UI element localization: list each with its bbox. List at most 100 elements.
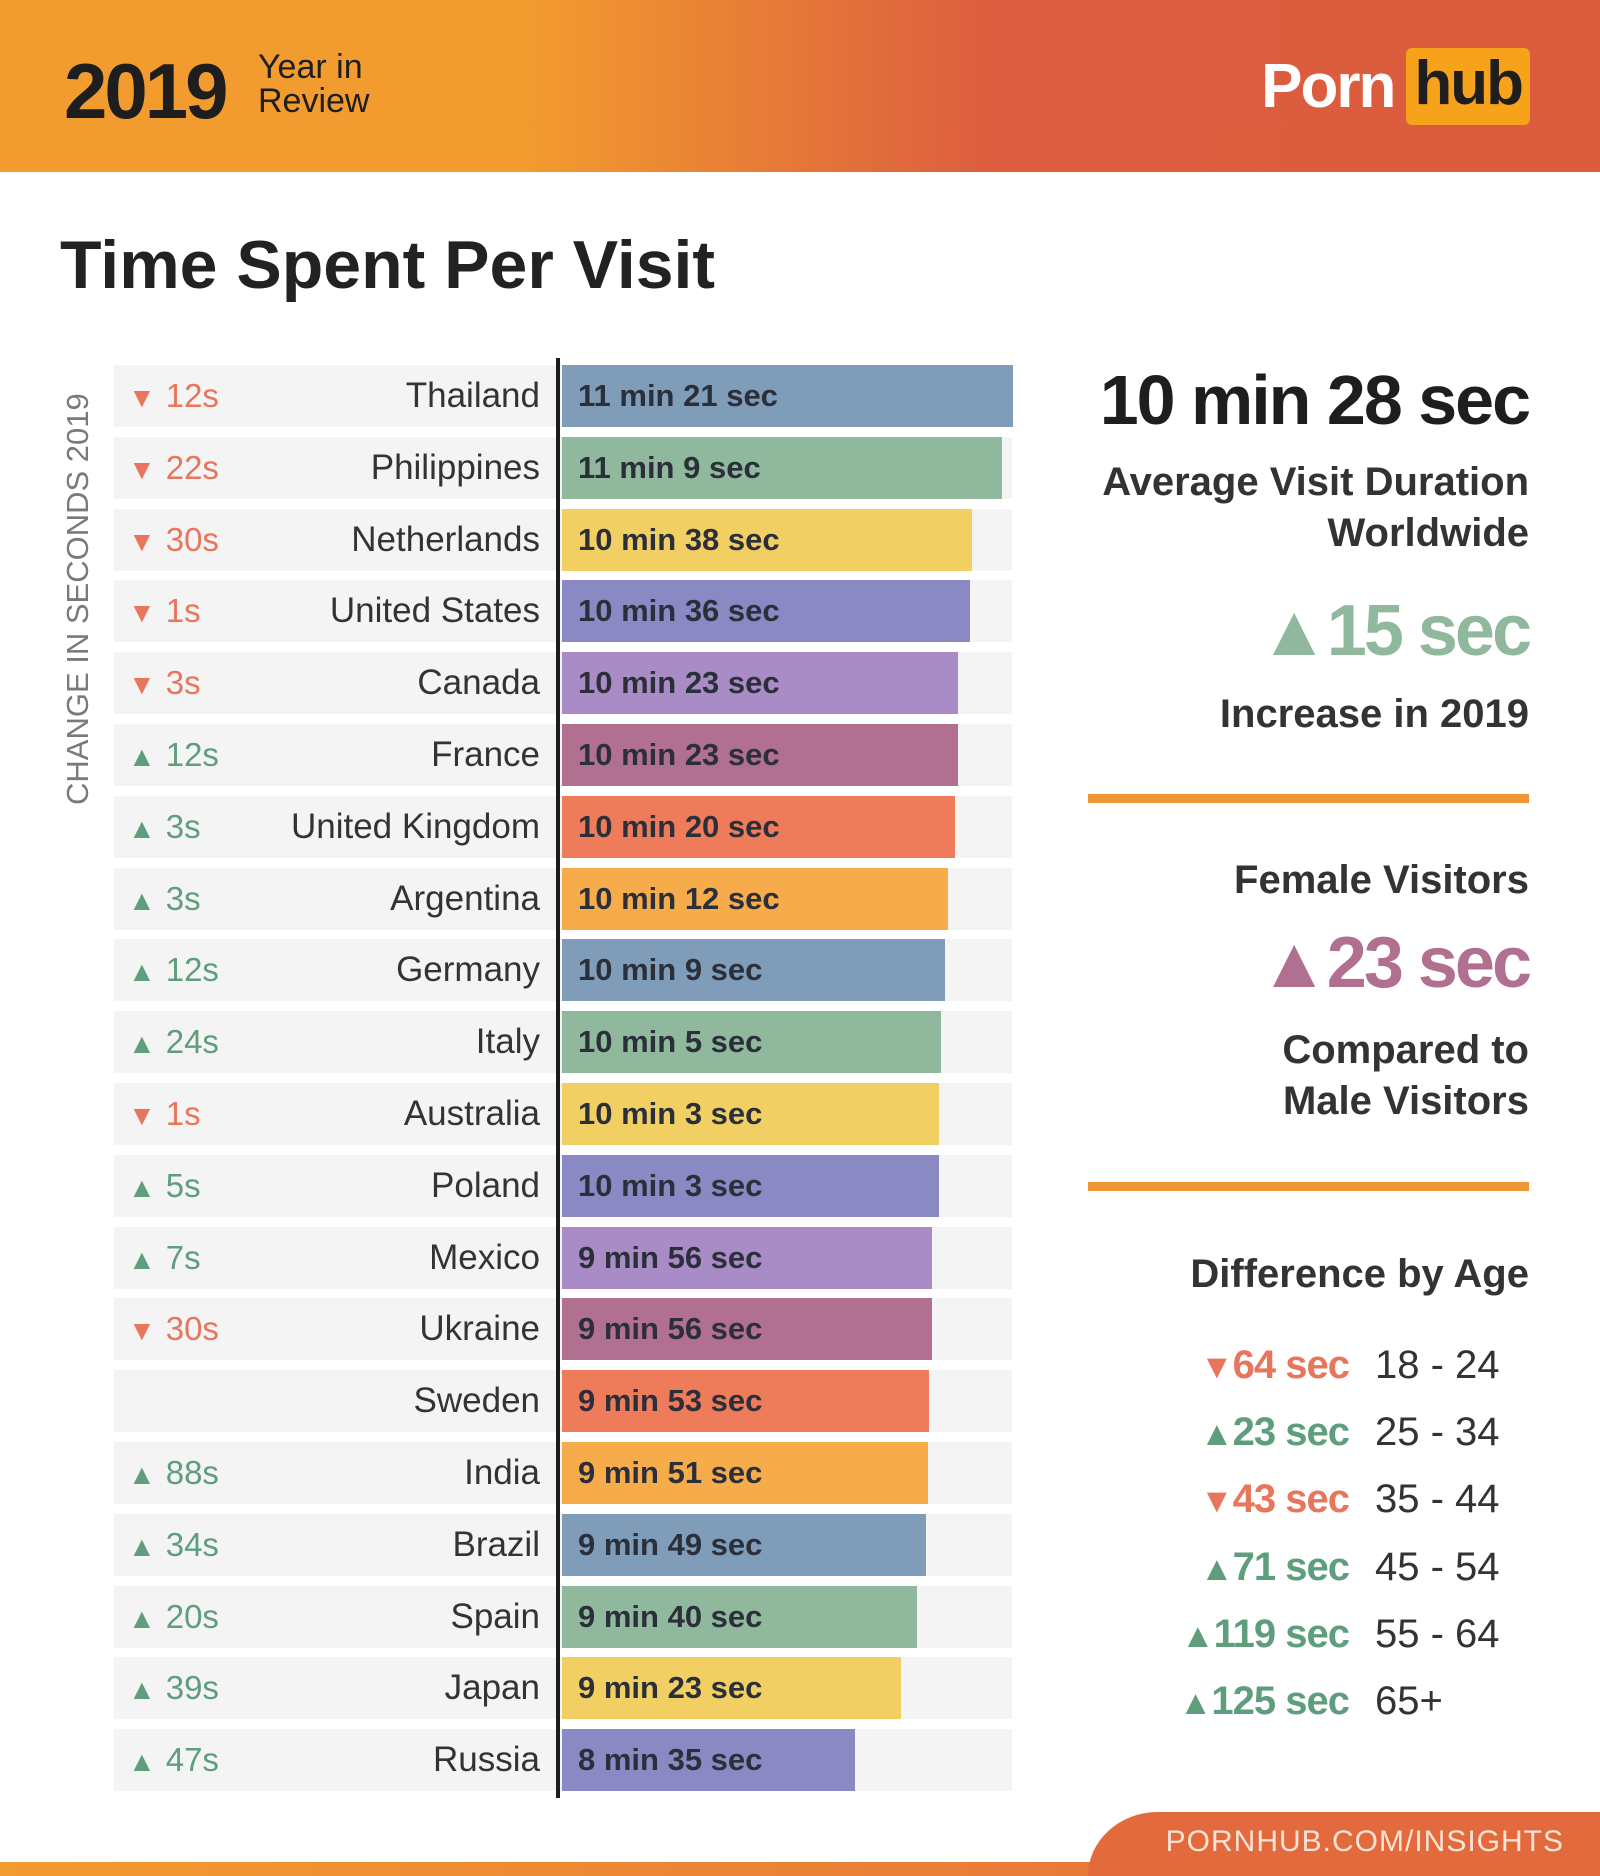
bar [562, 939, 945, 1002]
country-label: Spain [450, 1596, 540, 1636]
bar [562, 1154, 939, 1217]
bar-label: 9 min 40 sec [578, 1598, 763, 1634]
bar-label: 10 min 5 sec [578, 1024, 763, 1060]
subtitle-line2: Review [258, 82, 370, 120]
change-text: 30s [165, 520, 219, 558]
change-text: 1s [165, 1095, 201, 1132]
female-diff-value: 23 sec [1326, 923, 1532, 1003]
divider [1088, 1182, 1529, 1191]
country-label: Thailand [405, 376, 540, 415]
footer-tab [1088, 1812, 1600, 1876]
bar [562, 436, 1002, 499]
age-range: 18 - 24 [1375, 1343, 1500, 1387]
country-label: Netherlands [351, 519, 540, 559]
country-label: France [431, 735, 540, 774]
bar-label: 10 min 38 sec [578, 521, 780, 557]
bar [562, 580, 971, 643]
row-background [114, 1226, 1012, 1289]
up-triangle-icon: ▲ [1258, 923, 1330, 1003]
row-background [114, 1011, 1012, 1074]
age-diff: ▲119 sec [1180, 1612, 1350, 1657]
country-label: Russia [433, 1740, 540, 1780]
bar-label: 9 min 56 sec [578, 1311, 763, 1347]
bar-label: 10 min 23 sec [578, 665, 780, 701]
up-triangle-icon: ▲ [1258, 591, 1330, 671]
increase-label: Increase in 2019 [1219, 692, 1529, 736]
up-triangle-icon: ▲ [1200, 1415, 1234, 1454]
country-label: Canada [417, 663, 540, 703]
bar-label: 10 min 20 sec [578, 808, 780, 844]
country-label: Sweden [413, 1381, 540, 1421]
down-triangle-icon: ▼ [128, 1315, 156, 1347]
logo: Porn hub [1261, 48, 1530, 125]
bar-label: 10 min 3 sec [578, 1096, 763, 1131]
bar [562, 1083, 939, 1145]
bar-label: 10 min 36 sec [578, 593, 780, 629]
up-triangle-icon: ▲ [128, 1171, 156, 1203]
row-background [114, 1442, 1012, 1504]
age-diff-value: 71 sec [1232, 1544, 1350, 1589]
change-text: 39s [165, 1669, 219, 1707]
year-in-review: Year in Review [258, 50, 369, 118]
header-banner: 2019 Year in Review Porn hub [0, 0, 1600, 172]
bar [562, 652, 959, 715]
average-label-line2: Worldwide [1327, 511, 1529, 555]
age-range: 25 - 34 [1375, 1410, 1500, 1455]
bar-label: 9 min 53 sec [578, 1383, 763, 1419]
up-triangle-icon: ▲ [128, 884, 156, 916]
bar-label: 10 min 12 sec [578, 880, 780, 916]
bar-label: 11 min 21 sec [578, 378, 778, 413]
age-diff: ▼43 sec [1200, 1477, 1350, 1522]
row-background [114, 365, 1012, 427]
age-title: Difference by Age [1190, 1252, 1529, 1296]
change-value: ▲ 39s [128, 1657, 219, 1719]
row-background [114, 795, 1012, 858]
bar-label: 9 min 56 sec [578, 1239, 763, 1275]
bar [562, 1298, 933, 1361]
change-value: ▲ 12s [128, 724, 219, 786]
logo-part2: hub [1406, 48, 1530, 125]
increase-value: 15 sec [1326, 591, 1532, 671]
country-label: United States [329, 591, 540, 631]
change-text: 3s [165, 664, 201, 702]
age-range: 45 - 54 [1375, 1544, 1500, 1589]
row-background [114, 867, 1012, 930]
up-triangle-icon: ▲ [128, 1243, 156, 1275]
row-background [114, 436, 1012, 499]
country-label: Poland [431, 1165, 540, 1205]
age-diff: ▲125 sec [1179, 1679, 1350, 1724]
insights-link[interactable]: PORNHUB.COM/INSIGHTS [1165, 1825, 1564, 1858]
up-triangle-icon: ▲ [1180, 1616, 1215, 1655]
change-value: ▲ 88s [128, 1442, 219, 1504]
country-label: Japan [444, 1668, 540, 1708]
down-triangle-icon: ▼ [128, 382, 156, 413]
bar-label: 9 min 51 sec [578, 1455, 763, 1490]
age-range: 55 - 64 [1375, 1611, 1500, 1656]
up-triangle-icon: ▲ [128, 812, 156, 844]
down-triangle-icon: ▼ [128, 525, 156, 557]
country-label: Brazil [452, 1524, 540, 1564]
age-diff: ▲23 sec [1200, 1410, 1350, 1455]
up-triangle-icon: ▲ [128, 1459, 156, 1490]
average-duration: 10 min 28 sec [1099, 361, 1531, 439]
change-value: ▲ 34s [128, 1514, 219, 1576]
row-background [114, 1298, 1012, 1361]
bar [562, 508, 973, 571]
country-label: Australia [403, 1094, 540, 1133]
logo-part1: Porn [1261, 52, 1396, 121]
average-label: Average Visit Duration Worldwide [1102, 457, 1529, 559]
change-value: ▲ 3s [128, 868, 201, 930]
down-triangle-icon: ▼ [128, 669, 156, 701]
row-background [114, 1370, 1012, 1433]
bar [562, 1513, 926, 1576]
subtitle-line1: Year in [258, 48, 363, 86]
bar [562, 1011, 941, 1074]
bar-label: 9 min 49 sec [578, 1526, 763, 1562]
country-label: United Kingdom [290, 806, 540, 846]
country-label: Italy [475, 1022, 540, 1062]
change-text: 12s [165, 377, 219, 414]
change-value: ▲ 5s [128, 1155, 201, 1217]
age-diff-value: 64 sec [1232, 1343, 1350, 1387]
age-range: 35 - 44 [1375, 1477, 1500, 1522]
female-label: Compared to Male Visitors [1282, 1025, 1529, 1127]
